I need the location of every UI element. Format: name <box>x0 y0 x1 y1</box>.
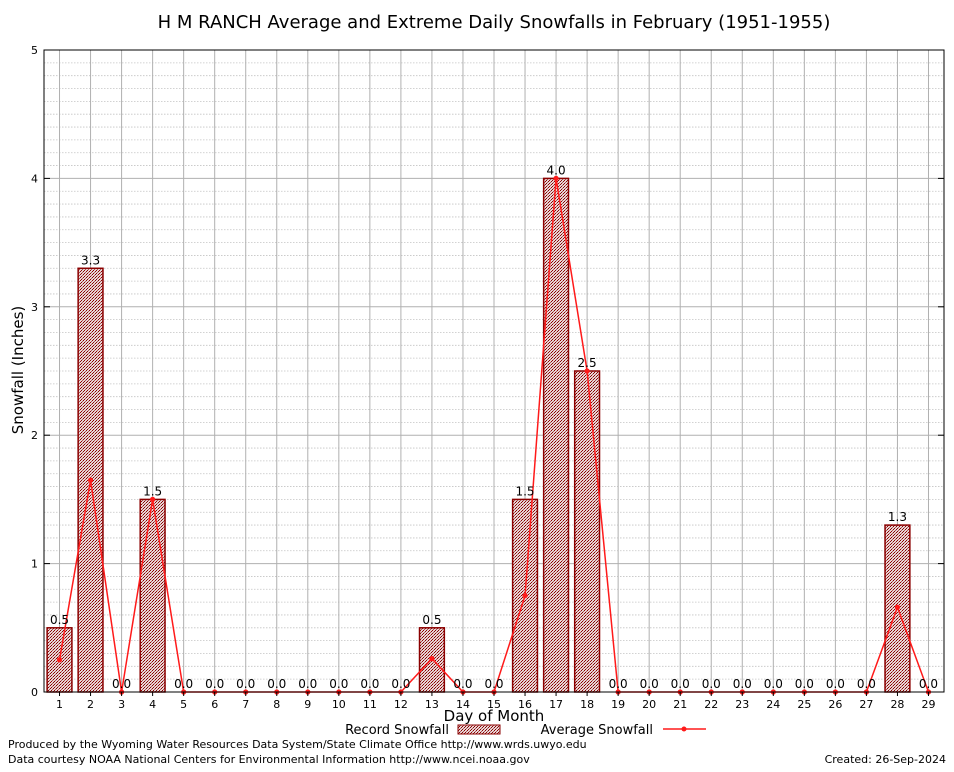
record-value-label: 0.0 <box>919 677 938 691</box>
x-tick-label: 13 <box>425 698 439 711</box>
record-value-label: 0.0 <box>857 677 876 691</box>
record-value-label: 0.0 <box>640 677 659 691</box>
x-tick-label: 9 <box>304 698 311 711</box>
legend-average-label: Average Snowfall <box>541 723 653 738</box>
record-value-label: 0.0 <box>764 677 783 691</box>
y-axis-label: Snowfall (Inches) <box>9 306 27 434</box>
x-tick-label: 25 <box>797 698 811 711</box>
record-value-label: 0.0 <box>329 677 348 691</box>
record-value-label: 0.5 <box>50 613 69 627</box>
x-tick-label: 6 <box>211 698 218 711</box>
legend-record-swatch <box>457 724 501 735</box>
legend-record-label: Record Snowfall <box>345 723 449 738</box>
average-snowfall-point <box>56 657 63 663</box>
record-value-label: 0.0 <box>609 677 628 691</box>
average-snowfall-point <box>522 593 528 599</box>
x-tick-label: 10 <box>332 698 346 711</box>
record-value-label: 0.0 <box>174 677 193 691</box>
created-date: Created: 26-Sep-2024 <box>824 753 946 766</box>
average-snowfall-point <box>553 175 559 181</box>
record-value-label: 0.0 <box>205 677 224 691</box>
record-value-label: 1.5 <box>143 484 162 498</box>
record-value-label: 0.0 <box>112 677 131 691</box>
x-tick-label: 19 <box>611 698 625 711</box>
x-tick-label: 22 <box>704 698 718 711</box>
y-tick-label: 0 <box>31 686 38 699</box>
x-tick-label: 28 <box>890 698 904 711</box>
record-value-label: 3.3 <box>81 253 100 267</box>
record-value-label: 0.0 <box>702 677 721 691</box>
record-snowfall-bar <box>542 177 570 693</box>
average-snowfall-point <box>584 368 590 374</box>
x-tick-label: 14 <box>456 698 470 711</box>
x-tick-label: 5 <box>180 698 187 711</box>
chart-title: H M RANCH Average and Extreme Daily Snow… <box>158 12 831 33</box>
average-snowfall-point <box>150 496 156 502</box>
data-courtesy-credit: Data courtesy NOAA National Centers for … <box>8 753 530 766</box>
record-value-label: 0.0 <box>795 677 814 691</box>
y-tick-label: 5 <box>31 44 38 57</box>
x-tick-label: 24 <box>766 698 780 711</box>
x-tick-label: 26 <box>828 698 842 711</box>
x-tick-label: 12 <box>394 698 408 711</box>
record-value-label: 1.3 <box>888 510 907 524</box>
x-tick-label: 21 <box>673 698 687 711</box>
x-tick-label: 11 <box>363 698 377 711</box>
x-tick-label: 17 <box>549 698 563 711</box>
record-value-label: 0.0 <box>391 677 410 691</box>
x-tick-label: 1 <box>56 698 63 711</box>
x-tick-label: 3 <box>118 698 125 711</box>
x-axis-label: Day of Month <box>444 707 545 725</box>
x-tick-label: 16 <box>518 698 532 711</box>
record-value-label: 1.5 <box>515 484 534 498</box>
x-tick-label: 7 <box>242 698 249 711</box>
record-snowfall-bar <box>511 498 539 693</box>
record-value-label: 0.0 <box>671 677 690 691</box>
record-value-label: 0.0 <box>236 677 255 691</box>
average-snowfall-point <box>894 604 901 610</box>
x-tick-label: 15 <box>487 698 501 711</box>
x-tick-label: 18 <box>580 698 594 711</box>
record-value-label: 4.0 <box>547 163 566 177</box>
x-tick-label: 20 <box>642 698 656 711</box>
x-tick-label: 2 <box>87 698 94 711</box>
record-value-label: 0.0 <box>453 677 472 691</box>
x-tick-label: 23 <box>735 698 749 711</box>
record-value-label: 0.0 <box>484 677 503 691</box>
record-value-label: 2.5 <box>578 356 597 370</box>
legend: Record Snowfall Average Snowfall <box>345 723 706 738</box>
x-tick-label: 8 <box>273 698 280 711</box>
record-value-label: 0.0 <box>298 677 317 691</box>
record-value-label: 0.0 <box>826 677 845 691</box>
x-tick-label: 4 <box>149 698 156 711</box>
y-tick-label: 1 <box>31 558 38 571</box>
average-snowfall-point <box>87 477 94 483</box>
y-tick-label: 3 <box>31 301 38 314</box>
record-value-label: 0.5 <box>422 613 441 627</box>
record-snowfall-bar <box>139 498 166 693</box>
average-snowfall-point <box>429 656 435 662</box>
x-tick-label: 29 <box>921 698 935 711</box>
record-snowfall-bar <box>573 370 601 693</box>
record-value-label: 0.0 <box>733 677 752 691</box>
y-tick-label: 4 <box>31 172 38 185</box>
produced-by-credit: Produced by the Wyoming Water Resources … <box>8 738 587 751</box>
y-tick-label: 2 <box>31 429 38 442</box>
record-value-label: 0.0 <box>267 677 286 691</box>
x-tick-label: 27 <box>859 698 873 711</box>
legend-average-marker <box>681 726 687 732</box>
record-value-label: 0.0 <box>360 677 379 691</box>
